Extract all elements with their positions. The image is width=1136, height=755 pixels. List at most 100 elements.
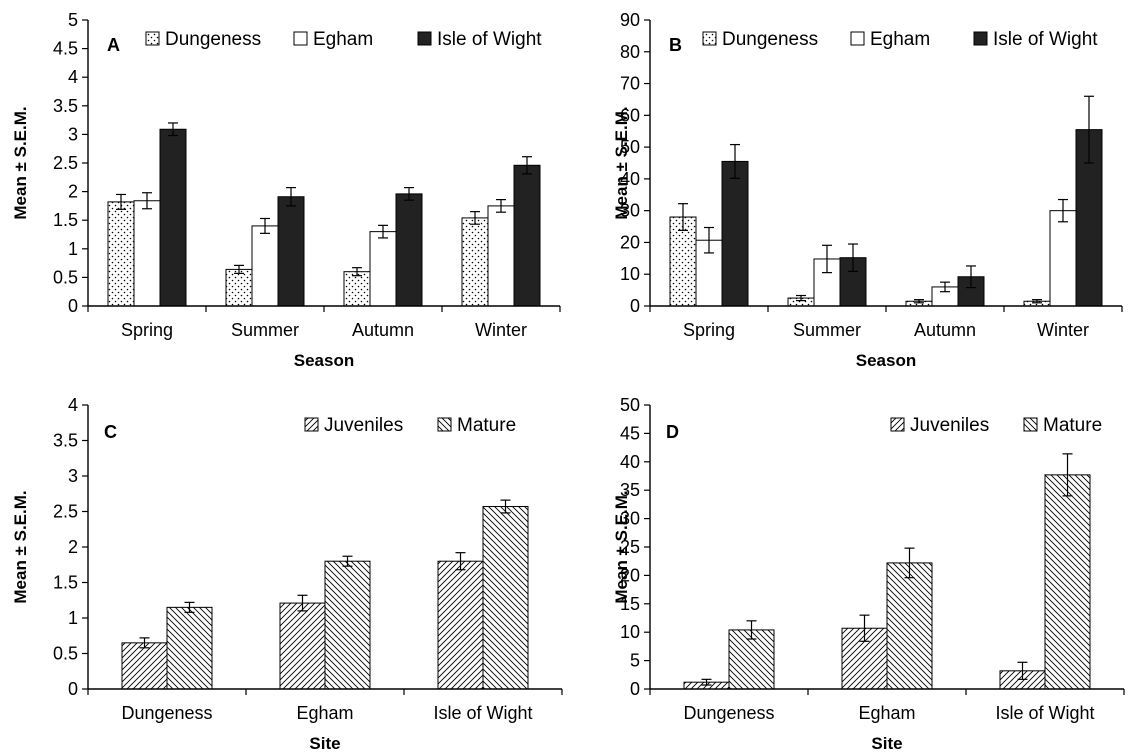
legend-label: Juveniles (324, 415, 403, 436)
bar-egham (369, 231, 397, 307)
bar-isle-of-wight (277, 196, 305, 307)
x-tick-label: Isle of Wight (995, 703, 1094, 723)
legend-label: Dungeness (165, 29, 261, 50)
bar-juveniles (279, 602, 326, 690)
bar-juveniles (121, 642, 168, 690)
bar-mature (728, 629, 775, 690)
y-tick-label: 80 (620, 42, 640, 62)
y-axis-title: Mean ± S.E.M. (612, 490, 631, 603)
legend-label: Isle of Wight (437, 29, 542, 50)
chart-panel-c: 0 0.5 1 1.5 2 2.5 3 3.5 4 Dungeness Egham Isle of W… (11, 395, 563, 753)
bar-egham (251, 225, 279, 307)
y-tick-label: 3.5 (53, 96, 78, 116)
legend-swatch-isle-of-wight (417, 31, 432, 46)
y-tick-label: 0 (68, 679, 78, 699)
x-tick-label: Summer (231, 320, 299, 340)
bar-mature (1044, 474, 1091, 690)
y-tick-label: 40 (620, 452, 640, 472)
y-tick-label: 1.5 (53, 573, 78, 593)
bar-dungeness (107, 201, 135, 307)
legend-label: Egham (313, 29, 373, 50)
y-axis-title: Mean ± S.E.M. (612, 106, 631, 219)
y-tick-label: 3.5 (53, 431, 78, 451)
y-tick-label: 0 (630, 679, 640, 699)
y-tick-label: 60 (620, 105, 640, 125)
y-tick-label: 0.5 (53, 644, 78, 664)
legend-swatch-dungeness (702, 31, 717, 46)
y-tick-label: 45 (620, 423, 640, 443)
legend-swatch-isle-of-wight (973, 31, 988, 46)
y-tick-label: 0 (630, 296, 640, 316)
y-tick-label: 40 (620, 169, 640, 189)
bar-egham (133, 200, 161, 307)
y-tick-label: 20 (620, 565, 640, 585)
legend-swatch-juveniles (890, 417, 905, 432)
y-tick-label: 10 (620, 264, 640, 284)
y-tick-label: 25 (620, 537, 640, 557)
bar-mature (482, 506, 529, 690)
legend-swatch-egham (293, 31, 308, 46)
y-axis-title: Mean ± S.E.M. (11, 106, 30, 219)
panel-letter: B (669, 35, 682, 55)
y-tick-label: 90 (620, 10, 640, 30)
y-tick-label: 3 (68, 466, 78, 486)
legend-label: Mature (457, 415, 516, 436)
bar-dungeness (461, 217, 489, 307)
y-tick-label: 2 (68, 537, 78, 557)
bar-isle-of-wight (159, 128, 187, 307)
y-tick-label: 3 (68, 124, 78, 144)
x-axis-title: Site (309, 734, 340, 753)
bar-juveniles (437, 560, 484, 690)
y-tick-label: 30 (620, 201, 640, 221)
x-tick-label: Autumn (914, 320, 976, 340)
x-tick-label: Isle of Wight (433, 703, 532, 723)
y-tick-label: 10 (620, 622, 640, 642)
chart-panel-a: 0 0.5 1 1.5 2 2.5 3 3.5 4 4.5 5 Spring Summer Autumn W… (11, 10, 561, 370)
x-tick-label: Dungeness (683, 703, 774, 723)
bar-mature (166, 606, 213, 690)
chart-panel-d: 0 5 10 15 20 25 30 35 40 45 50 Dungeness Egham Isle o… (612, 395, 1125, 753)
x-axis-title: Season (856, 351, 916, 370)
legend-label: Egham (870, 29, 930, 50)
x-tick-label: Winter (1037, 320, 1089, 340)
bar-dungeness (225, 268, 253, 307)
y-tick-label: 2.5 (53, 502, 78, 522)
panel-letter: D (666, 422, 679, 442)
y-tick-label: 4 (68, 67, 78, 87)
legend-swatch-egham (850, 31, 865, 46)
bar-egham (1049, 210, 1077, 307)
x-tick-label: Egham (858, 703, 915, 723)
y-tick-label: 30 (620, 509, 640, 529)
bar-egham (487, 205, 515, 307)
x-tick-label: Summer (793, 320, 861, 340)
y-tick-label: 50 (620, 395, 640, 415)
x-tick-label: Spring (683, 320, 735, 340)
chart-panel-b: 0 10 20 30 40 50 60 70 80 90 Spring Summer Autumn Win… (612, 10, 1123, 370)
x-tick-label: Dungeness (121, 703, 212, 723)
y-tick-label: 1.5 (53, 210, 78, 230)
y-tick-label: 4 (68, 395, 78, 415)
bar-mature (324, 560, 371, 690)
y-tick-label: 50 (620, 137, 640, 157)
bar-dungeness (343, 271, 371, 307)
legend-label: Dungeness (722, 29, 818, 50)
y-tick-label: 2.5 (53, 153, 78, 173)
x-axis-title: Season (294, 351, 354, 370)
x-tick-label: Spring (121, 320, 173, 340)
y-tick-label: 1 (68, 239, 78, 259)
y-tick-label: 0 (68, 296, 78, 316)
legend-label: Juveniles (910, 415, 989, 436)
y-tick-label: 20 (620, 232, 640, 252)
legend-swatch-dungeness (145, 31, 160, 46)
bar-mature (886, 562, 933, 690)
bar-isle-of-wight (513, 164, 541, 307)
x-tick-label: Winter (475, 320, 527, 340)
y-tick-label: 4.5 (53, 39, 78, 59)
y-tick-label: 5 (68, 10, 78, 30)
x-tick-label: Autumn (352, 320, 414, 340)
bar-isle-of-wight (721, 160, 749, 307)
y-tick-label: 1 (68, 608, 78, 628)
legend-swatch-juveniles (304, 417, 319, 432)
legend-swatch-mature (437, 417, 452, 432)
